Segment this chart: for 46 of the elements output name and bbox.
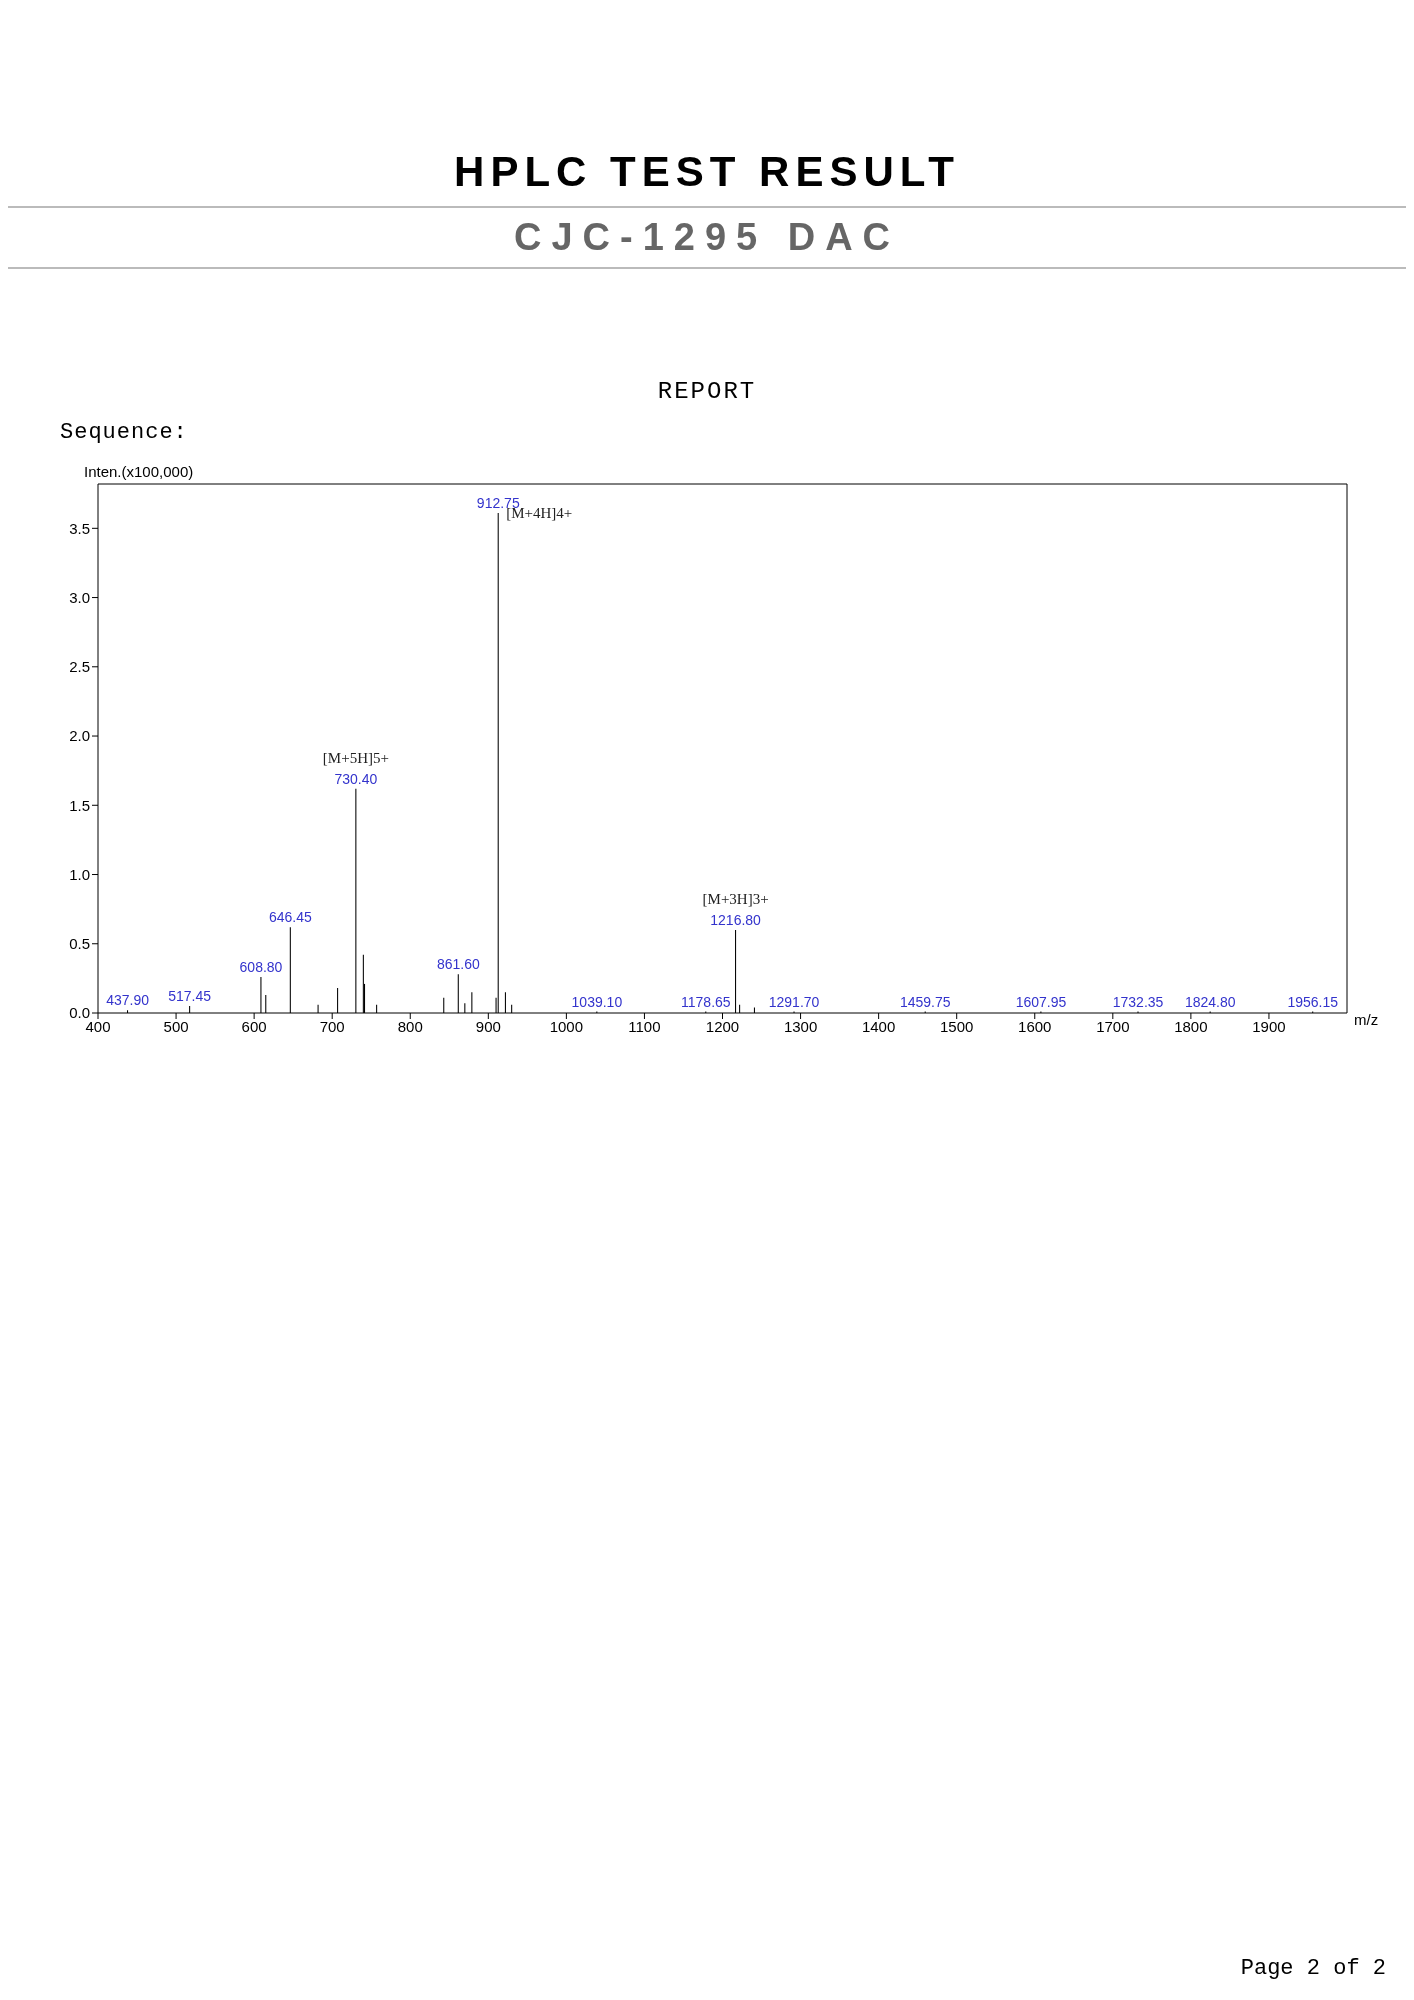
x-tick-label: 1300 xyxy=(783,1017,818,1035)
chart-title: HPLC TEST RESULT xyxy=(453,147,961,196)
text: REPORT xyxy=(656,378,758,405)
annotation: 646.45 xyxy=(268,909,313,926)
y-axis-title: Inten.(x100,000) xyxy=(84,463,194,480)
annotation: 517.45 xyxy=(168,988,212,1005)
x-tick-label: 1500 xyxy=(940,1017,974,1035)
annotation: 861.60 xyxy=(436,956,480,973)
annotation: 437.90 xyxy=(106,992,150,1009)
y-tick-label: 1.5 xyxy=(69,796,90,814)
x-tick-label: 700 xyxy=(319,1017,345,1035)
annotation: 608.80 xyxy=(239,958,283,975)
annotation: 1956.15 xyxy=(1287,993,1339,1010)
annotation: 1291.70 xyxy=(768,993,820,1010)
y-tick-label: 2.0 xyxy=(69,727,90,745)
x-tick-label: 800 xyxy=(397,1017,423,1035)
y-tick-label: 0.5 xyxy=(69,935,90,953)
x-axis-title: m/z xyxy=(1354,1011,1379,1028)
annotation: 730.40 xyxy=(334,770,378,787)
annotation: [M+3H]3+ xyxy=(702,890,769,907)
x-tick-label: 600 xyxy=(241,1017,267,1035)
text: Page 2 of 2 xyxy=(1240,1956,1386,1981)
chart-subtitle: CJC-1295 DAC xyxy=(512,216,902,259)
annotation: 1824.80 xyxy=(1184,993,1236,1010)
annotation: 1216.80 xyxy=(710,911,762,928)
annotation: 1039.10 xyxy=(571,993,623,1010)
x-tick-label: 1400 xyxy=(861,1017,896,1035)
y-tick-label: 1.0 xyxy=(69,865,90,883)
x-tick-label: 1700 xyxy=(1096,1017,1130,1035)
x-tick-label: 1200 xyxy=(705,1017,740,1035)
annotation: 1732.35 xyxy=(1112,993,1164,1010)
x-tick-label: 1000 xyxy=(549,1017,584,1035)
annotation: 1459.75 xyxy=(899,993,951,1010)
annotation: 1607.95 xyxy=(1015,993,1067,1010)
annotation: 1178.65 xyxy=(681,993,731,1010)
x-tick-label: 900 xyxy=(475,1017,501,1035)
x-tick-label: 1600 xyxy=(1018,1017,1052,1035)
x-tick-label: 1900 xyxy=(1252,1017,1286,1035)
y-tick-label: 2.5 xyxy=(69,658,90,676)
x-tick-label: 1100 xyxy=(628,1017,661,1035)
x-tick-label: 500 xyxy=(163,1017,189,1035)
text: Sequence: xyxy=(60,420,188,445)
y-tick-label: 3.5 xyxy=(69,519,90,537)
y-tick-label: 3.0 xyxy=(69,588,90,606)
x-tick-label: 1800 xyxy=(1174,1017,1208,1035)
annotation: [M+5H]5+ xyxy=(322,749,389,766)
